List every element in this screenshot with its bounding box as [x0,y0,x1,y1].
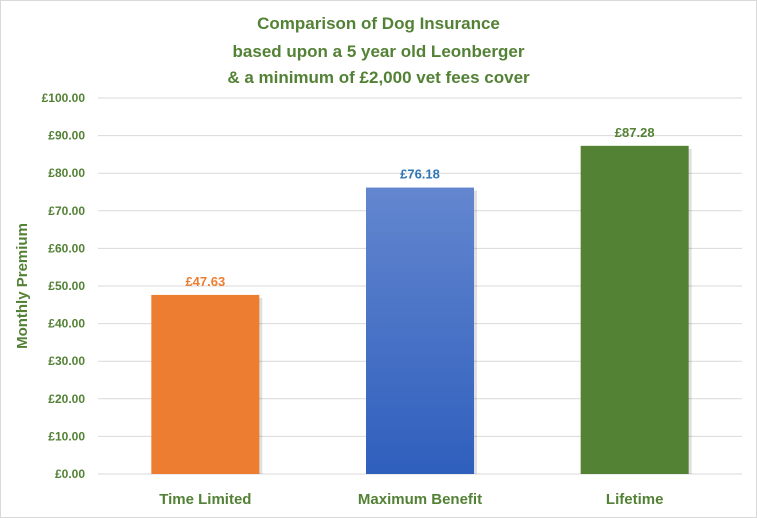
x-axis-ticks: Time Limited Maximum Benefit Lifetime [159,491,663,508]
bars [151,145,692,474]
x-tick-label: Maximum Benefit [358,491,482,508]
y-tick-label: £70.00 [48,204,85,218]
y-axis-ticks: £0.00 £10.00 £20.00 £30.00 £40.00 £50.00 £60.0… [42,91,86,481]
y-tick-label: £40.00 [48,317,85,331]
x-tick-label: Time Limited [159,491,251,508]
y-tick-label: £90.00 [48,129,85,143]
y-tick-label: £50.00 [48,279,85,293]
y-tick-label: £80.00 [48,166,85,180]
bar-maximum-benefit [366,187,474,474]
y-axis-label: Monthly Premium [14,223,31,349]
y-tick-label: £10.00 [48,429,85,443]
data-label: £87.28 [615,125,655,140]
y-tick-label: £30.00 [48,354,85,368]
chart-title-line-3: & a minimum of £2,000 vet fees cover [227,68,530,87]
y-tick-label: £100.00 [42,91,86,105]
bar-lifetime [580,145,689,474]
bar-time-limited [151,294,260,474]
chart-title-line-1: Comparison of Dog Insurance [257,14,500,33]
y-tick-label: £20.00 [48,392,85,406]
y-tick-label: £60.00 [48,241,85,255]
data-labels: £47.63 £76.18 £87.28 [185,125,654,289]
data-label: £76.18 [400,167,440,182]
x-tick-label: Lifetime [606,491,664,508]
chart-title-line-2: based upon a 5 year old Leonberger [232,42,525,61]
data-label: £47.63 [185,274,225,289]
y-tick-label: £0.00 [55,467,85,481]
